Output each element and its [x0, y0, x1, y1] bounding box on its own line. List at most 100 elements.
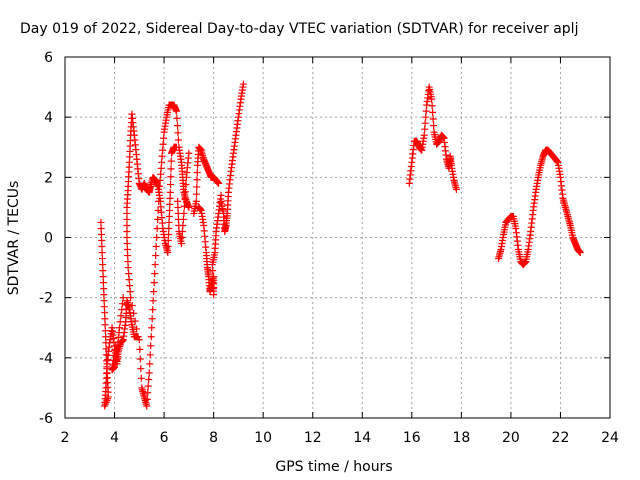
data-point-marker — [112, 342, 120, 350]
data-point-marker — [167, 165, 175, 173]
data-point-marker — [160, 134, 168, 142]
data-point-marker — [209, 279, 217, 287]
data-point-marker — [99, 267, 107, 275]
data-point-marker — [185, 149, 193, 157]
data-point-marker — [421, 125, 429, 133]
data-point-marker — [148, 324, 156, 332]
data-point-marker — [158, 152, 166, 160]
data-point-marker — [173, 122, 181, 130]
data-point-marker — [101, 309, 109, 317]
data-point-marker — [185, 203, 193, 211]
data-point-marker — [145, 375, 153, 383]
data-point-marker — [119, 294, 127, 302]
data-point-marker — [101, 327, 109, 335]
data-point-marker — [146, 360, 154, 368]
x-tick-label: 14 — [353, 430, 371, 446]
x-tick-label: 2 — [61, 430, 70, 446]
data-point-marker — [576, 249, 584, 257]
data-point-marker — [143, 395, 151, 403]
data-point-marker — [174, 136, 182, 144]
data-point-marker — [123, 221, 131, 229]
data-point-marker — [177, 240, 185, 248]
x-tick-label: 18 — [452, 430, 470, 446]
data-point-marker — [111, 347, 119, 355]
data-point-marker — [172, 107, 180, 115]
data-point-marker — [159, 146, 167, 154]
data-point-marker — [149, 306, 157, 314]
data-point-marker — [178, 227, 186, 235]
data-point-marker — [100, 297, 108, 305]
data-point-marker — [239, 80, 247, 88]
data-point-marker — [179, 215, 187, 223]
data-point-marker — [100, 303, 108, 311]
data-point-marker — [164, 237, 172, 245]
y-axis-label: SDTVAR / TECUs — [6, 181, 22, 296]
axis-ticks — [64, 56, 611, 419]
data-point-marker — [217, 191, 225, 199]
data-point-marker — [165, 224, 173, 232]
data-point-marker — [98, 243, 106, 251]
data-point-marker — [158, 158, 166, 166]
data-point-marker — [166, 194, 174, 202]
data-point-marker — [147, 333, 155, 341]
data-point-marker — [116, 318, 124, 326]
data-point-marker — [157, 170, 165, 178]
data-point-marker — [145, 369, 153, 377]
data-point-marker — [136, 345, 144, 353]
data-point-marker — [123, 209, 131, 217]
data-point-marker — [151, 270, 159, 278]
data-point-marker — [124, 258, 132, 266]
data-point-marker — [147, 342, 155, 350]
data-point-marker — [193, 190, 201, 198]
data-point-marker — [143, 402, 151, 410]
data-point-marker — [420, 131, 428, 139]
data-point-marker — [192, 197, 200, 205]
data-point-marker — [159, 140, 167, 148]
x-tick-label: 24 — [601, 430, 619, 446]
x-tick-label: 4 — [110, 430, 119, 446]
data-point-marker — [134, 333, 142, 341]
data-point-marker — [430, 122, 438, 130]
data-point-marker — [108, 366, 116, 374]
data-point-marker — [193, 183, 201, 191]
data-point-marker — [124, 264, 132, 272]
data-point-marker — [98, 237, 106, 245]
data-point-marker — [153, 234, 161, 241]
data-point-marker — [167, 181, 175, 189]
data-point-marker — [428, 95, 436, 103]
x-tick-label: 6 — [160, 430, 169, 446]
data-point-marker — [126, 282, 134, 290]
data-point-marker — [149, 297, 157, 305]
data-point-marker — [110, 351, 118, 359]
data-point-marker — [193, 169, 201, 177]
data-point-marker — [99, 261, 107, 269]
data-point-marker — [98, 249, 106, 257]
data-point-marker — [429, 108, 437, 116]
data-point-marker — [428, 102, 436, 110]
data-point-marker — [110, 356, 118, 364]
data-point-marker — [182, 181, 190, 189]
data-point-marker — [136, 355, 144, 363]
data-point-marker — [99, 273, 107, 281]
data-point-marker — [124, 252, 132, 260]
data-point-marker — [148, 315, 156, 323]
data-point-marker — [118, 300, 126, 308]
y-tick-label: 0 — [44, 231, 53, 247]
y-tick-label: -2 — [39, 291, 53, 307]
data-point-marker — [209, 267, 217, 275]
data-point-marker — [125, 270, 133, 278]
data-point-marker — [100, 285, 108, 293]
x-tick-label: 8 — [209, 430, 218, 446]
data-point-marker — [151, 261, 159, 269]
data-point-marker — [174, 129, 182, 137]
data-point-marker — [144, 389, 152, 397]
x-tick-label: 10 — [254, 430, 272, 446]
data-point-marker — [123, 246, 131, 254]
data-point-marker — [123, 240, 131, 248]
data-point-marker — [152, 252, 160, 260]
data-point-marker — [421, 119, 429, 127]
y-tick-label: 6 — [44, 50, 53, 66]
data-point-marker — [101, 321, 109, 329]
data-point-marker — [155, 188, 163, 196]
